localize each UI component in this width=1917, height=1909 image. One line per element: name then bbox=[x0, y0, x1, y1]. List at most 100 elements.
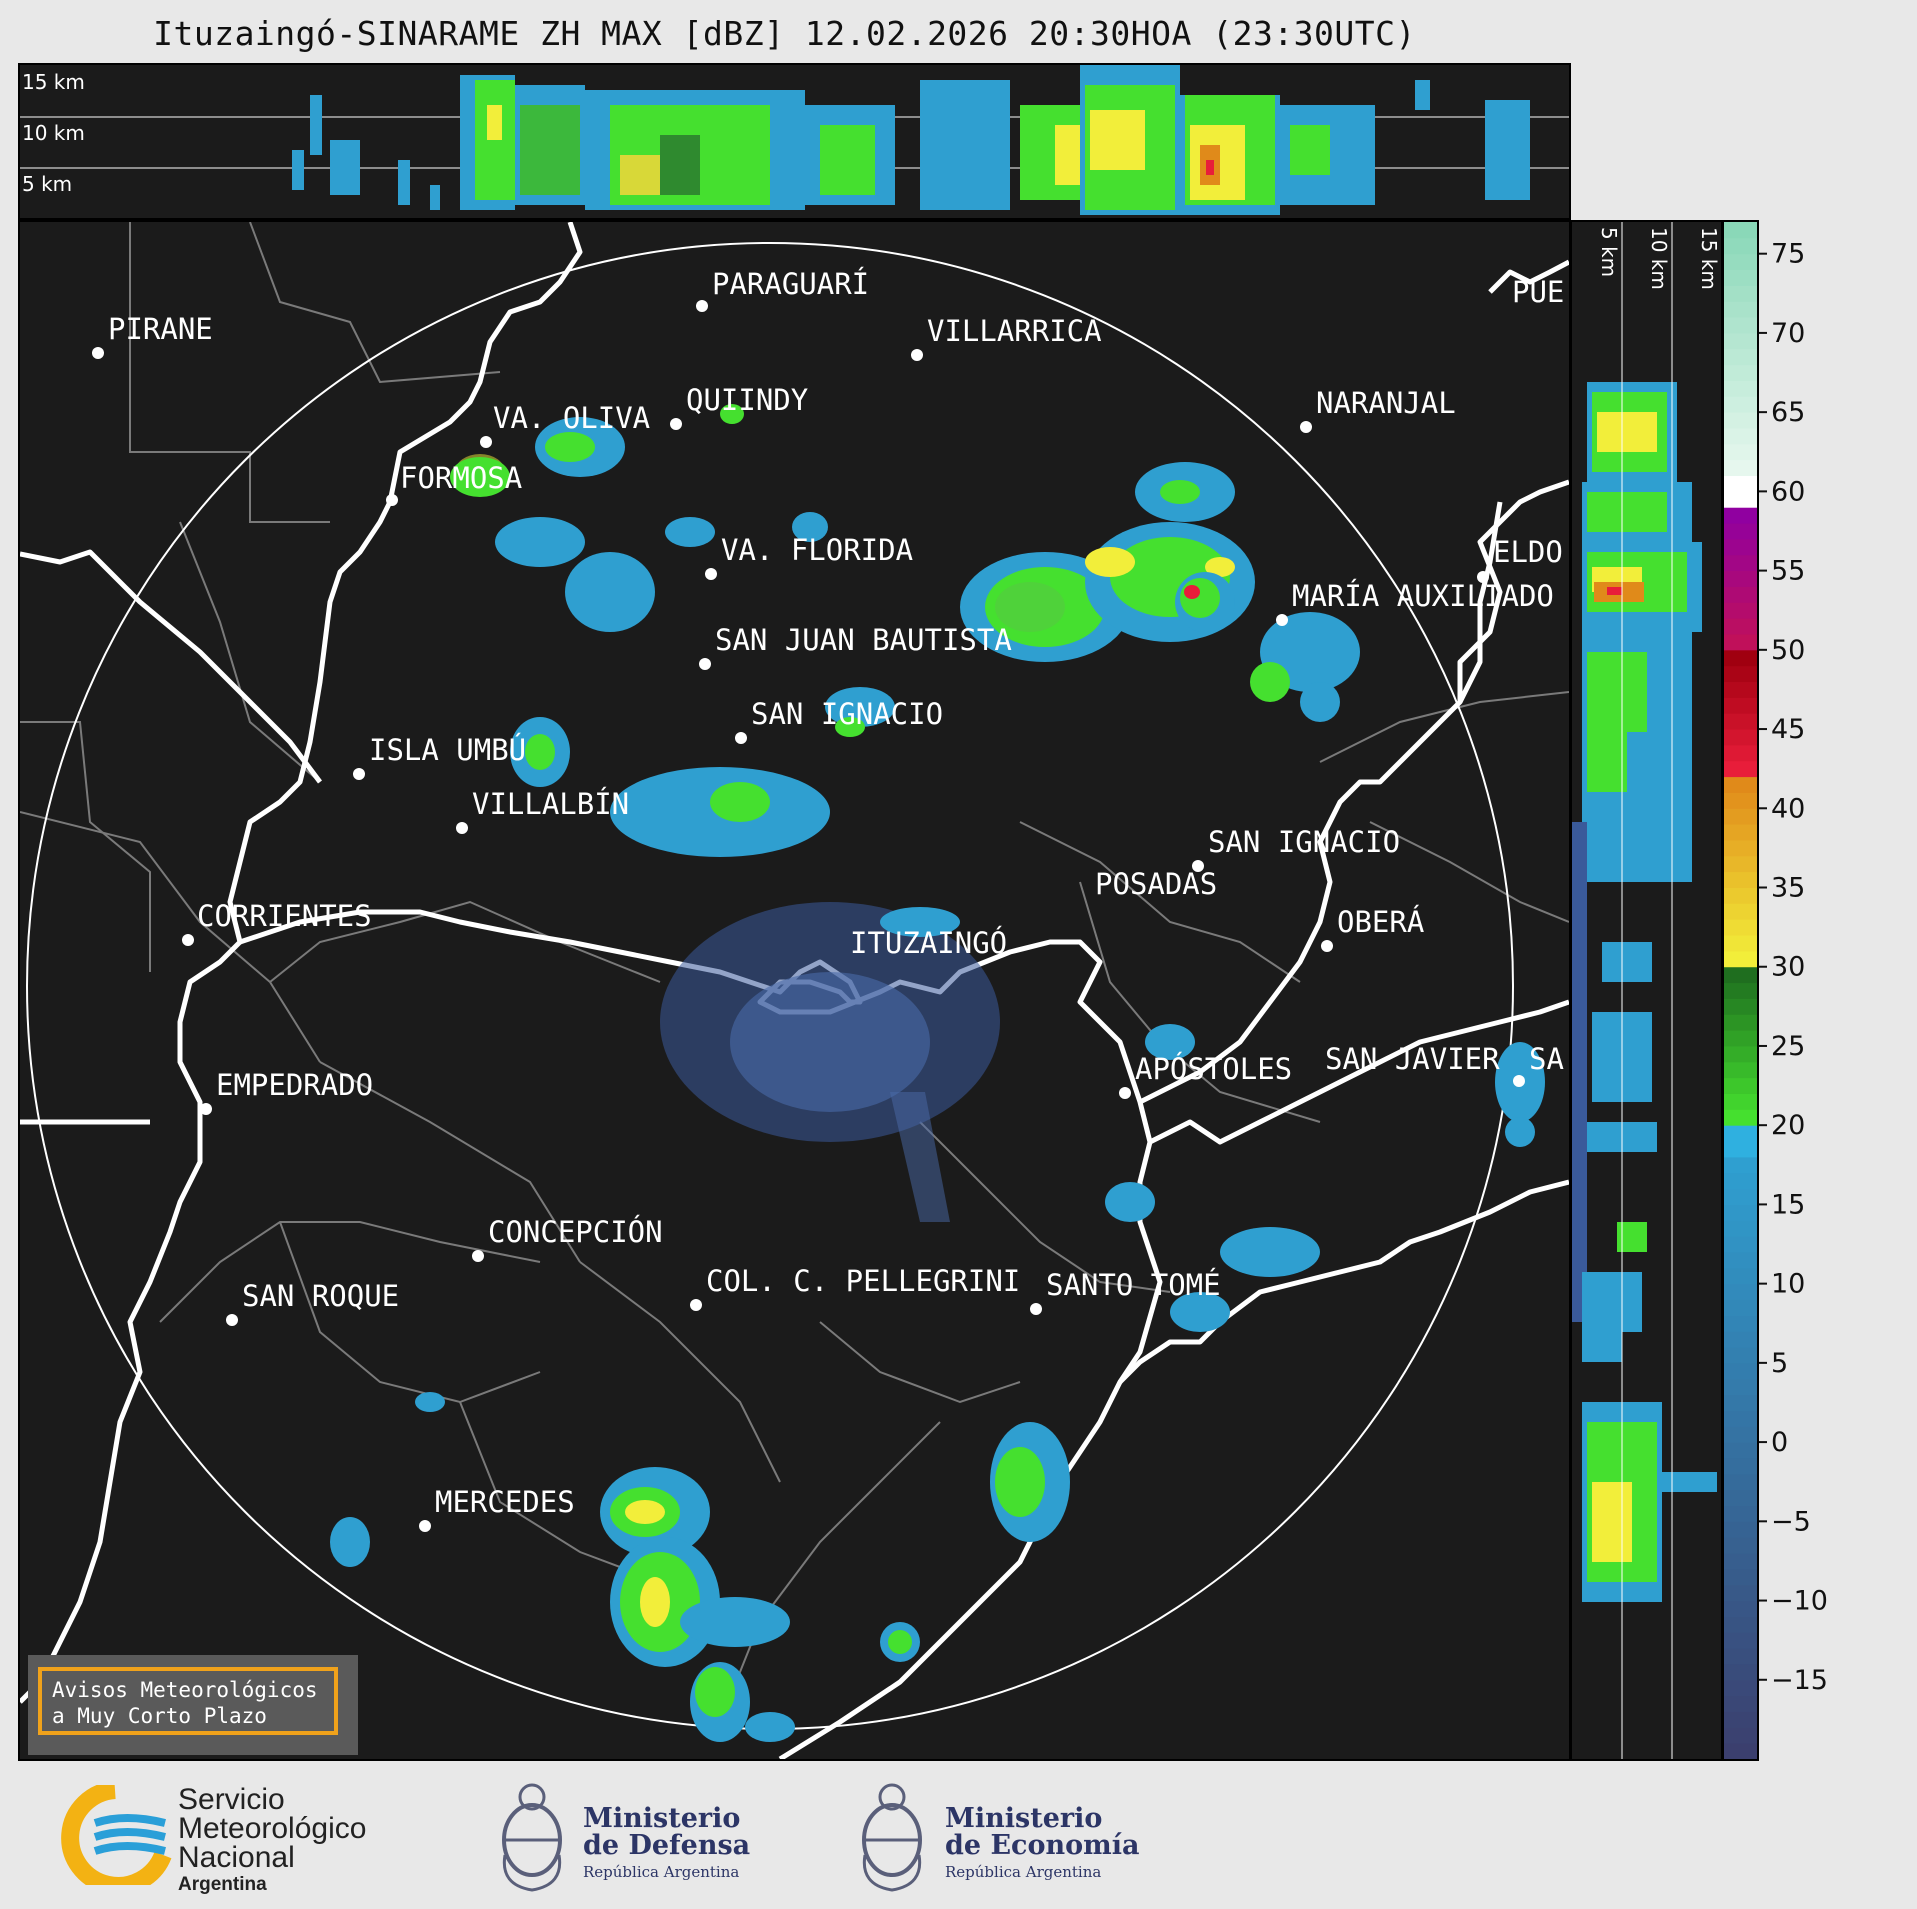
colorbar-band bbox=[1724, 618, 1757, 635]
colorbar-band bbox=[1724, 1711, 1757, 1728]
economia-line-1: Ministerio bbox=[945, 1803, 1103, 1834]
colorbar-band bbox=[1724, 459, 1757, 477]
colorbar-band bbox=[1724, 443, 1757, 461]
colorbar-band bbox=[1724, 1362, 1757, 1380]
defensa-sub: República Argentina bbox=[583, 1863, 740, 1881]
city-label: SAN JAVIER bbox=[1325, 1042, 1500, 1076]
colorbar-band bbox=[1724, 538, 1757, 556]
colorbar-tick-label: 30 bbox=[1771, 952, 1805, 983]
smn-line-3: Nacional bbox=[178, 1841, 295, 1874]
colorbar-band bbox=[1724, 380, 1757, 397]
colorbar-tick-label: −15 bbox=[1771, 1665, 1828, 1696]
colorbar-band bbox=[1724, 1489, 1757, 1506]
colorbar-band bbox=[1724, 760, 1757, 778]
colorbar-band bbox=[1724, 1156, 1757, 1174]
top-height-label-10: 10 km bbox=[22, 121, 85, 145]
colorbar-band bbox=[1724, 713, 1757, 730]
top-height-profile: 15 km 10 km 5 km bbox=[18, 63, 1571, 220]
colorbar-band bbox=[1724, 1030, 1757, 1047]
colorbar-band bbox=[1724, 744, 1757, 762]
colorbar-band bbox=[1724, 966, 1757, 984]
colorbar-tick-label: 45 bbox=[1771, 714, 1805, 745]
smn-line-2: Meteorológico bbox=[178, 1812, 367, 1845]
colorbar-band bbox=[1724, 1648, 1757, 1665]
colorbar-band bbox=[1724, 412, 1757, 429]
colorbar-band bbox=[1724, 1315, 1757, 1332]
colorbar-band bbox=[1724, 364, 1757, 381]
colorbar-band bbox=[1724, 475, 1757, 508]
city-label: CONCEPCIÓN bbox=[488, 1215, 663, 1249]
avisos-line-2: a Muy Corto Plazo bbox=[52, 1704, 267, 1728]
colorbar-tick-label: 40 bbox=[1771, 793, 1805, 824]
colorbar-band bbox=[1724, 1695, 1757, 1712]
colorbar-band bbox=[1724, 681, 1757, 698]
city-label: VILLALBÍN bbox=[472, 787, 629, 821]
colorbar-band bbox=[1724, 554, 1757, 572]
colorbar-band bbox=[1724, 237, 1757, 255]
colorbar-tick-label: −5 bbox=[1771, 1506, 1811, 1537]
city-label: ISLA UMBÚ bbox=[369, 733, 526, 767]
colorbar-band bbox=[1724, 1283, 1757, 1300]
colorbar-tick-label: 70 bbox=[1771, 318, 1805, 349]
colorbar-band bbox=[1724, 1410, 1757, 1427]
colorbar-band bbox=[1724, 1632, 1757, 1649]
city-label: PIRANE bbox=[108, 312, 213, 346]
city-label: OBERÁ bbox=[1337, 905, 1424, 939]
coat-of-arms-icon bbox=[502, 1783, 562, 1892]
top-profile-echoes bbox=[292, 65, 1530, 215]
colorbar-band bbox=[1724, 919, 1757, 936]
colorbar-tick-label: 25 bbox=[1771, 1031, 1805, 1062]
colorbar-band bbox=[1724, 998, 1757, 1015]
colorbar-band bbox=[1724, 269, 1757, 286]
top-height-label-15: 15 km bbox=[22, 70, 85, 94]
colorbar-band bbox=[1724, 317, 1757, 334]
city-label: VA. FLORIDA bbox=[721, 533, 913, 567]
colorbar-band bbox=[1724, 633, 1757, 651]
colorbar-band bbox=[1724, 1236, 1757, 1253]
colorbar-tick-label: 55 bbox=[1771, 556, 1805, 587]
side-height-profile: 5 km 10 km 15 km bbox=[1570, 220, 1723, 1761]
colorbar-band bbox=[1724, 1505, 1757, 1522]
city-label: SA bbox=[1529, 1042, 1564, 1076]
city-label: PARAGUARÍ bbox=[712, 267, 869, 301]
colorbar-band bbox=[1724, 982, 1757, 999]
city-label: EMPEDRADO bbox=[216, 1068, 373, 1102]
colorbar-tick-label: 15 bbox=[1771, 1189, 1805, 1220]
city-label: APÓSTOLES bbox=[1135, 1052, 1292, 1086]
colorbar-band bbox=[1724, 1299, 1757, 1316]
city-label: VA. OLIVA bbox=[493, 401, 650, 435]
colorbar-band bbox=[1724, 808, 1757, 825]
city-label: VILLARRICA bbox=[927, 314, 1102, 348]
colorbar-tick-label: 0 bbox=[1771, 1427, 1788, 1458]
city-label: MERCEDES bbox=[435, 1485, 575, 1519]
colorbar-band bbox=[1724, 729, 1757, 746]
colorbar-tick-label: 35 bbox=[1771, 873, 1805, 904]
city-label: SAN IGNACIO bbox=[751, 697, 943, 731]
city-label: NARANJAL bbox=[1316, 386, 1456, 420]
coat-of-arms-icon bbox=[862, 1783, 922, 1892]
city-label: MARÍA AUXILIADO bbox=[1292, 579, 1554, 613]
colorbar-band bbox=[1724, 871, 1757, 889]
side-height-label-10: 10 km bbox=[1647, 227, 1671, 290]
colorbar-band bbox=[1724, 839, 1757, 857]
colorbar-tick-label: 20 bbox=[1771, 1110, 1805, 1141]
city-label: SAN JUAN BAUTISTA bbox=[715, 623, 1012, 657]
colorbar-band bbox=[1724, 1663, 1757, 1681]
city-label: SAN IGNACIO bbox=[1208, 825, 1400, 859]
colorbar-band bbox=[1724, 887, 1757, 904]
colorbar-band bbox=[1724, 1331, 1757, 1348]
colorbar-band bbox=[1724, 1077, 1757, 1094]
colorbar-band bbox=[1724, 1473, 1757, 1491]
side-height-label-5: 5 km bbox=[1597, 227, 1621, 277]
colorbar-band bbox=[1724, 301, 1757, 318]
colorbar-tick-label: 50 bbox=[1771, 635, 1805, 666]
avisos-box: Avisos Meteorológicos a Muy Corto Plazo bbox=[28, 1655, 358, 1755]
colorbar-ticks: 75 70 65 60 55 50 45 40 35 30 25 20 15 10 5 0 −5 −10 −15 bbox=[1759, 220, 1879, 1761]
colorbar-band bbox=[1724, 222, 1757, 239]
colorbar-tick-label: 75 bbox=[1771, 239, 1805, 270]
city-label: CORRIENTES bbox=[197, 899, 372, 933]
colorbar-band bbox=[1724, 824, 1757, 841]
city-label: PUE bbox=[1512, 275, 1564, 309]
colorbar-band bbox=[1724, 1394, 1757, 1411]
colorbar-band bbox=[1724, 1204, 1757, 1221]
